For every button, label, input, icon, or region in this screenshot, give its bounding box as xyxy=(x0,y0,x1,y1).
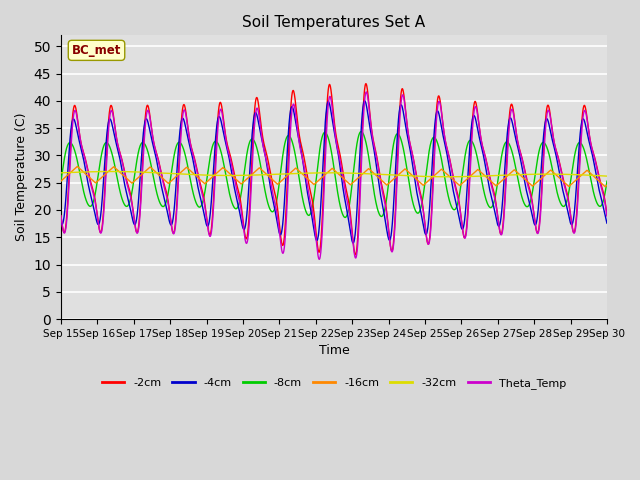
Y-axis label: Soil Temperature (C): Soil Temperature (C) xyxy=(15,113,28,241)
Title: Soil Temperatures Set A: Soil Temperatures Set A xyxy=(243,15,426,30)
Text: BC_met: BC_met xyxy=(72,44,121,57)
Legend: -2cm, -4cm, -8cm, -16cm, -32cm, Theta_Temp: -2cm, -4cm, -8cm, -16cm, -32cm, Theta_Te… xyxy=(97,373,570,393)
X-axis label: Time: Time xyxy=(319,344,349,357)
